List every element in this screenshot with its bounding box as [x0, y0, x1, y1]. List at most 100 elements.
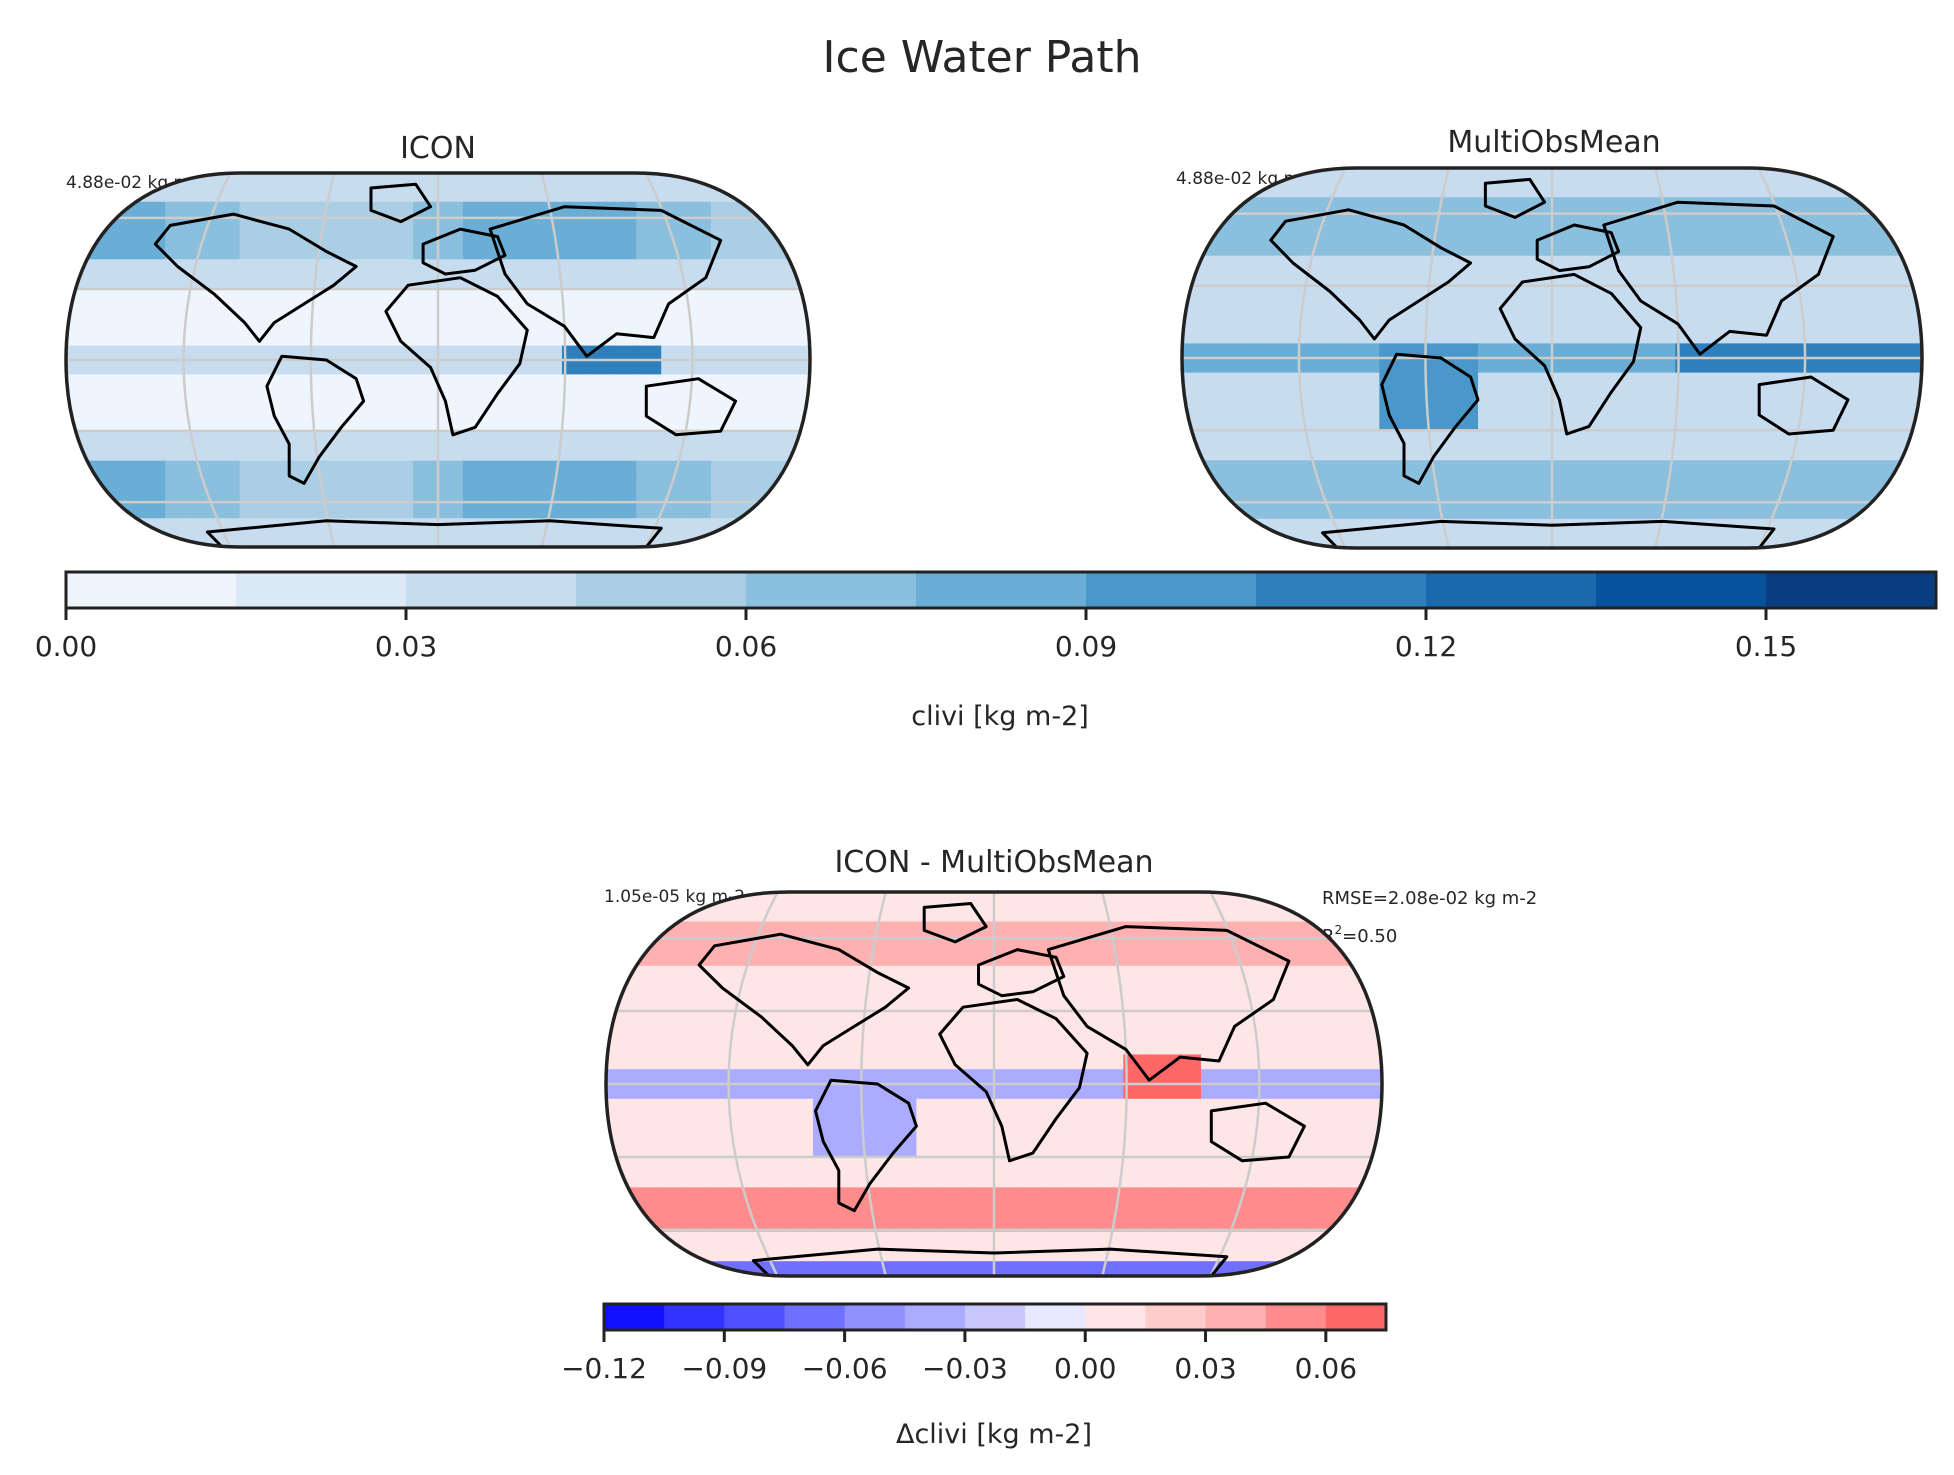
field-cell	[1123, 936, 1151, 953]
field-cell	[1123, 1202, 1151, 1218]
field-cell	[1675, 533, 1701, 548]
field-cell	[1798, 445, 1825, 462]
field-cell	[606, 906, 633, 923]
field-cell	[1404, 328, 1430, 345]
field-cell	[1278, 1202, 1306, 1218]
field-cell	[1601, 182, 1627, 199]
field-cell	[1278, 1231, 1306, 1248]
field-cell	[165, 360, 191, 376]
field-cell	[787, 1187, 814, 1204]
field-cell	[710, 475, 737, 491]
field-cell	[338, 316, 365, 333]
field-cell	[264, 288, 291, 304]
field-cell	[289, 446, 315, 462]
field-cell	[1453, 343, 1479, 359]
field-cell	[1626, 416, 1652, 433]
field-cell	[606, 1039, 633, 1056]
field-cell	[1502, 328, 1529, 345]
field-cell	[1601, 504, 1627, 520]
field-cell	[657, 936, 685, 953]
field-cell	[214, 431, 241, 448]
field-cell	[438, 187, 464, 203]
field-cell	[631, 906, 659, 923]
field-cell	[916, 1261, 944, 1276]
field-cell	[864, 1069, 892, 1085]
field-cell	[1798, 504, 1825, 520]
field-cell	[1404, 387, 1430, 403]
field-cell	[1404, 255, 1430, 272]
field-cell	[1872, 401, 1899, 418]
field-cell	[1206, 401, 1233, 418]
field-cell	[1552, 197, 1578, 213]
field-cell	[1206, 358, 1233, 374]
field-cell	[942, 1113, 970, 1130]
field-cell	[562, 302, 588, 318]
field-cell	[289, 259, 315, 275]
field-cell	[1256, 314, 1282, 330]
field-cell	[968, 951, 995, 967]
field-cell	[537, 230, 563, 246]
field-cell	[1305, 518, 1331, 535]
field-cell	[942, 1010, 970, 1026]
field-cell	[1552, 372, 1578, 389]
field-cell	[785, 360, 810, 376]
field-cell	[462, 431, 489, 448]
field-cell	[1305, 270, 1331, 286]
field-cell	[812, 995, 840, 1012]
map-panel-obs: MultiObsMean 4.88e-02 kg m-2	[1176, 125, 1924, 550]
field-cell	[264, 532, 291, 547]
field-cell	[735, 460, 762, 477]
field-cell	[686, 475, 712, 491]
field-cell	[1626, 241, 1652, 257]
field-cell	[388, 403, 415, 419]
field-cell	[890, 1054, 918, 1071]
coastline-antarctica	[205, 519, 663, 547]
field-cell	[942, 995, 970, 1012]
field-cell	[1379, 226, 1405, 243]
field-cell	[413, 345, 439, 361]
field-cell	[1097, 1202, 1125, 1218]
field-cell	[661, 331, 687, 347]
field-cell	[1175, 892, 1202, 908]
field-cell	[636, 230, 663, 246]
field-cell	[890, 1069, 918, 1085]
field-cell	[1897, 387, 1922, 403]
field-cell	[1700, 284, 1726, 301]
field-cell	[606, 1069, 633, 1085]
field-cell	[586, 503, 613, 520]
field-cell	[363, 475, 390, 491]
field-cell	[388, 374, 415, 390]
field-cell	[1045, 1202, 1073, 1218]
field-cell	[735, 288, 762, 304]
field-cell	[66, 388, 92, 405]
field-cell	[1774, 401, 1800, 418]
field-cell	[1304, 1202, 1332, 1218]
field-cell	[686, 316, 712, 333]
field-cell	[1428, 270, 1455, 286]
field-cell	[1601, 372, 1627, 389]
field-cell	[1576, 241, 1603, 257]
field-cell	[115, 417, 142, 433]
field-cell	[289, 532, 315, 547]
field-cell	[462, 532, 489, 547]
field-cell	[968, 1202, 995, 1218]
field-cell	[1872, 343, 1899, 359]
map-panel-diff: ICON - MultiObsMean 1.05e-05 kg m-2 RMSE…	[604, 845, 1537, 1278]
field-cell	[1404, 182, 1430, 199]
field-cell	[214, 503, 241, 520]
field-cell	[1552, 211, 1578, 228]
field-cell	[942, 921, 970, 938]
field-cell	[115, 460, 142, 477]
field-cell	[190, 345, 216, 361]
colorbar-tick-label: −0.09	[681, 1352, 767, 1385]
field-cell	[1724, 358, 1751, 374]
field-cell	[190, 244, 216, 261]
field-cell	[1231, 533, 1257, 548]
field-cell	[1453, 197, 1479, 213]
field-cell	[1823, 270, 1849, 286]
field-cell	[916, 1098, 944, 1115]
field-cell	[1749, 270, 1775, 286]
field-cell	[1700, 372, 1726, 389]
field-cell	[363, 532, 390, 547]
field-cell	[90, 532, 117, 547]
